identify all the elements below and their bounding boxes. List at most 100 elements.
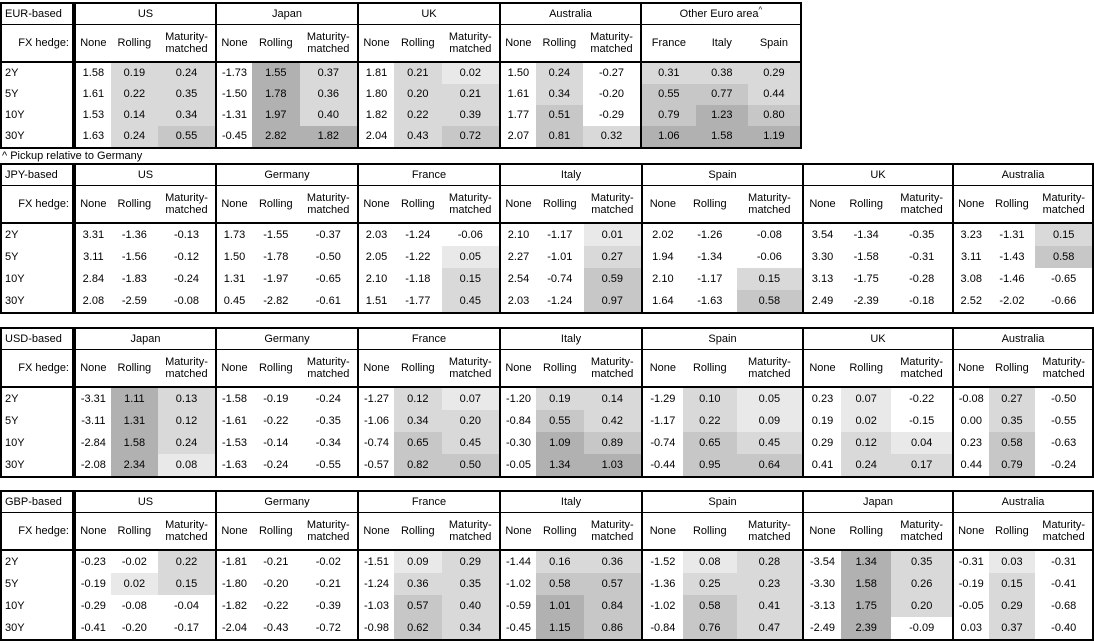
country-header: UK xyxy=(359,4,499,25)
value-cell: -0.84 xyxy=(501,410,536,432)
column-header: None xyxy=(363,362,390,374)
value-cell: 0.58 xyxy=(536,573,584,595)
value-cell: 1.73 xyxy=(217,224,252,246)
table-row: 2.05 -1.22 0.05 xyxy=(359,246,499,268)
table-row: 1.61 0.22 0.35 xyxy=(76,84,215,105)
column-header: Maturity-matched xyxy=(900,356,944,380)
value-cell: 0.35 xyxy=(988,410,1036,432)
value-cell: -0.31 xyxy=(954,551,989,573)
fx-hedge-label: FX hedge: xyxy=(2,513,72,551)
column-header-row: None Rolling Maturity-matched xyxy=(804,186,952,224)
table-row: -2.04 -0.43 -0.72 xyxy=(217,617,357,639)
column-header: None xyxy=(221,198,248,210)
column-header-row: None Rolling Maturity-matched xyxy=(501,350,641,388)
value-cell: 0.79 xyxy=(988,454,1036,476)
value-cell: 1.81 xyxy=(359,63,394,84)
column-header: Rolling xyxy=(849,198,883,210)
value-cell: -1.56 xyxy=(110,246,158,268)
table-row: -2.49 2.39 -0.09 xyxy=(804,617,952,639)
country-header: Italy xyxy=(501,329,641,350)
value-cell: -0.45 xyxy=(217,126,252,147)
country-header: Australia xyxy=(501,4,640,25)
table-row: 0.44 0.79 -0.24 xyxy=(954,454,1092,476)
table-row: -0.05 0.29 -0.68 xyxy=(954,595,1092,617)
value-cell: 0.55 xyxy=(642,84,696,105)
value-cell: 0.01 xyxy=(583,224,641,246)
country-header: Germany xyxy=(217,492,357,513)
value-cell: -0.24 xyxy=(252,454,300,476)
table-row: -1.31 1.97 0.40 xyxy=(217,105,357,126)
country-header: Spain xyxy=(643,329,802,350)
column-header: None xyxy=(649,198,677,210)
column-header: Rolling xyxy=(692,198,727,210)
footnote: ^ Pickup relative to Germany xyxy=(2,150,143,162)
value-cell: -0.55 xyxy=(1035,410,1092,432)
country-group: Germany None Rolling Maturity-matched -1.81-… xyxy=(215,490,357,641)
value-cell: 0.35 xyxy=(158,84,215,105)
value-cell: 0.28 xyxy=(736,551,802,573)
value-cell: 1.03 xyxy=(583,454,641,476)
value-cell: 3.11 xyxy=(76,246,111,268)
value-cell: 0.22 xyxy=(158,551,215,573)
value-cell: -0.31 xyxy=(1035,551,1092,573)
value-cell: 0.25 xyxy=(682,573,737,595)
value-cell: 1.61 xyxy=(76,84,111,105)
value-cell: -1.27 xyxy=(359,388,394,410)
fx-hedge-table: JPY-based FX hedge: 2Y 5Y 10Y 30Y US None Rollin… xyxy=(0,163,1094,314)
country-header: Japan xyxy=(76,329,215,350)
value-cell: -1.51 xyxy=(359,551,394,573)
value-cell: -0.13 xyxy=(158,224,215,246)
column-header: Rolling xyxy=(692,525,727,537)
value-cell: 0.34 xyxy=(535,84,583,105)
column-header: None xyxy=(649,362,677,374)
column-header-row: None Rolling Maturity-matched xyxy=(359,25,499,63)
value-cell: -1.43 xyxy=(988,246,1036,268)
tenor-label: 2Y xyxy=(5,67,19,79)
table-row: -1.53 -0.14 -0.34 xyxy=(217,432,357,454)
column-header-row: None Rolling Maturity-matched xyxy=(501,25,640,63)
value-cell: -0.41 xyxy=(76,617,111,639)
value-cell: 0.39 xyxy=(441,105,499,126)
column-header-row: None Rolling Maturity-matched xyxy=(217,186,357,224)
value-cell: -0.65 xyxy=(299,268,357,290)
column-header-row: None Rolling Maturity-matched xyxy=(76,25,215,63)
value-cell: 0.12 xyxy=(841,432,892,454)
value-cell: -0.31 xyxy=(891,246,952,268)
value-cell: 0.12 xyxy=(158,410,215,432)
value-cell: 1.50 xyxy=(217,246,252,268)
value-cell: -1.02 xyxy=(643,595,683,617)
column-header: Italy xyxy=(711,37,732,49)
table-row: -0.05 1.34 1.03 xyxy=(501,454,641,476)
value-cell: -1.75 xyxy=(841,268,892,290)
value-cell: -1.77 xyxy=(394,290,442,312)
value-cell: -1.81 xyxy=(217,551,252,573)
value-cell: 0.15 xyxy=(158,573,215,595)
country-group: UK None Rolling Maturity-matched 3.54 -1.34 -0… xyxy=(802,163,952,314)
column-header-row: None Rolling Maturity-matched xyxy=(954,186,1092,224)
value-cell: -1.61 xyxy=(217,410,252,432)
value-cell: -0.34 xyxy=(299,432,357,454)
value-cell: 2.10 xyxy=(643,268,683,290)
value-cell: 0.23 xyxy=(804,388,841,410)
column-header: Maturity-matched xyxy=(590,519,634,543)
value-cell: 0.07 xyxy=(441,388,499,410)
table-row: -2.08 2.34 0.08 xyxy=(76,454,215,476)
value-cell: -0.19 xyxy=(252,388,300,410)
base-currency-label: JPY-based xyxy=(2,165,72,186)
value-cell: -0.41 xyxy=(1035,573,1092,595)
column-header: None xyxy=(363,525,390,537)
value-cell: -1.29 xyxy=(643,388,683,410)
column-header: Rolling xyxy=(117,198,152,210)
value-cell: 0.05 xyxy=(736,388,802,410)
tenor-label: 2Y xyxy=(5,393,19,405)
value-cell: 0.26 xyxy=(891,573,952,595)
table-row: -1.80 -0.20 -0.21 xyxy=(217,573,357,595)
table-row: 3.31 -1.36 -0.13 xyxy=(76,224,215,246)
column-header: Maturity-matched xyxy=(1042,356,1086,380)
value-cell: -0.72 xyxy=(299,617,357,639)
table-row: 1.61 0.34 -0.20 xyxy=(501,84,640,105)
value-cell: 3.30 xyxy=(804,246,841,268)
value-cell: -0.21 xyxy=(252,551,300,573)
table-row: -0.98 0.62 0.34 xyxy=(359,617,499,639)
value-cell: -0.98 xyxy=(359,617,394,639)
